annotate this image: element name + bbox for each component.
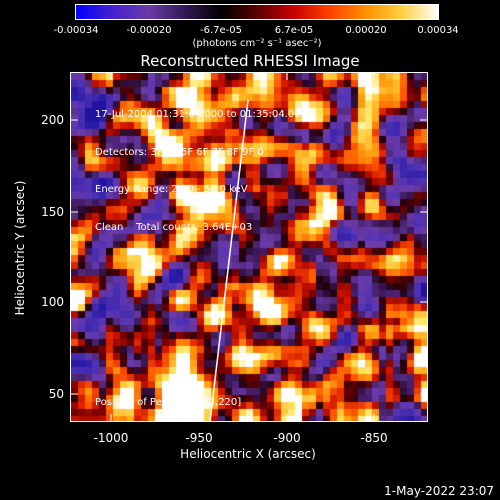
image-info: 17-Jul-2004 01:31:04.000 to 01:35:04.000… [95, 84, 307, 247]
colorbar-tick-label: -6.7e-05 [200, 25, 242, 36]
info-line: Clean Total counts: 3.64E+03 [95, 221, 253, 233]
y-tick-label: 50 [48, 387, 64, 401]
rhessi-image [70, 72, 428, 422]
colorbar-tick-label: -0.00034 [53, 25, 99, 36]
colorbar [75, 4, 439, 20]
solar-limb-line [209, 99, 249, 423]
axis-tickmarks [70, 72, 428, 422]
x-axis-label: Heliocentric X (arcsec) [180, 447, 316, 461]
y-tick-label: 150 [41, 205, 64, 219]
info-line: Energy Range: 25.0 - 50.0 keV [95, 184, 248, 195]
y-tick-label: 200 [41, 113, 64, 127]
rhessi-image-pixels [71, 73, 427, 421]
plot-timestamp: 1-May-2022 23:07 [384, 484, 494, 498]
plot-title: Reconstructed RHESSI Image [140, 52, 360, 70]
info-line: Detectors: 3F 4F 5F 6F 7F 8F 9F 0 [95, 146, 264, 158]
colorbar-units: (photons cm⁻² s⁻¹ asec⁻²) [192, 38, 322, 49]
colorbar-tick-label: 6.7e-05 [274, 25, 314, 36]
y-tick-label: 100 [41, 295, 64, 309]
colorbar-tick-label: 0.00020 [345, 25, 387, 36]
x-tick-label: -950 [185, 431, 213, 445]
x-tick-label: -850 [360, 431, 388, 445]
peak-position-label: Position of Peak = [-953,220] [95, 397, 242, 408]
colorbar-tick-label: 0.00034 [417, 25, 459, 36]
y-axis-label: Heliocentric Y (arcsec) [13, 180, 27, 316]
info-line: 17-Jul-2004 01:31:04.000 to 01:35:04.000 [95, 109, 307, 120]
colorbar-tick-label: -0.00020 [126, 25, 172, 36]
x-tick-label: -1000 [93, 431, 129, 445]
x-tick-label: -900 [273, 431, 301, 445]
